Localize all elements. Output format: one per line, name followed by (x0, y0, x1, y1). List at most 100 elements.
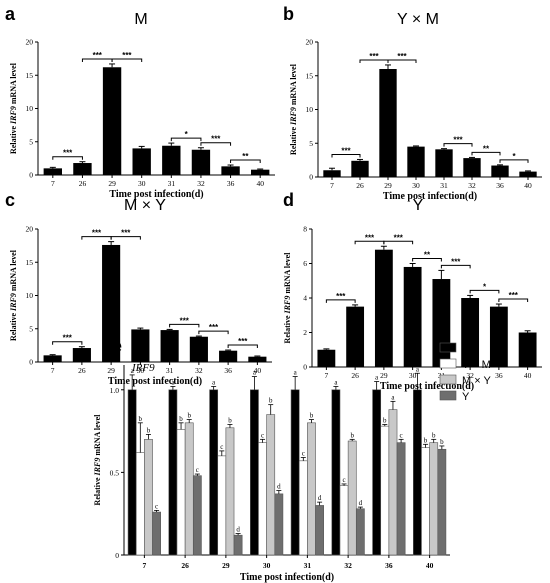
bar-31 (432, 279, 451, 367)
significance-bracket (440, 264, 471, 269)
x-tick-label: 26 (79, 179, 87, 188)
bar-Y-30 (274, 493, 284, 556)
significance-label: *** (209, 323, 219, 332)
significance-label: ** (483, 144, 490, 153)
bar-YM-31 (298, 460, 308, 556)
significance-label: *** (365, 233, 375, 242)
panel-d-chart: 02468726293031323640Time post infection(… (283, 225, 542, 392)
x-tick-label: 40 (426, 561, 434, 570)
significance-label: *** (369, 52, 379, 61)
x-tick-label: 29 (380, 371, 388, 380)
x-tick-label: 30 (263, 561, 271, 570)
panel-b-chart: 0 5 10 15 20 7 26 29 30 31 32 36 40 Time post infecti… (289, 38, 542, 202)
x-tick-label: 31 (440, 181, 448, 190)
x-axis-label: Time post infection(d) (240, 572, 334, 583)
bar-30 (131, 329, 150, 362)
x-tick-label: 31 (304, 561, 312, 570)
significance-bracket (200, 142, 232, 146)
significance-bracket (52, 341, 83, 345)
significance-letter: c (196, 466, 199, 474)
panel-d-title: Y (413, 197, 424, 214)
significance-label: ** (424, 251, 431, 260)
x-tick-label: 30 (138, 179, 146, 188)
significance-letter: a (294, 369, 298, 377)
bar-7 (323, 170, 341, 177)
significance-label: *** (63, 149, 73, 158)
bar-M-36 (372, 389, 382, 556)
significance-letter: a (375, 374, 379, 382)
panel-a-chart: 0 5 10 15 20 7 26 29 30 31 32 36 40 Time post infecti… (9, 38, 275, 200)
bar-M-30 (250, 389, 259, 556)
bar-MY-29 (225, 427, 235, 556)
y-tick-label: 0 (29, 358, 33, 367)
x-tick-label: 40 (524, 371, 532, 380)
legend-label: Y × M (462, 359, 491, 371)
bar-36 (221, 166, 240, 175)
bar-36 (219, 350, 238, 362)
bar-31 (435, 149, 453, 177)
bar-YM-40 (421, 447, 430, 556)
bar-M-29 (209, 389, 219, 556)
bar-30 (407, 146, 425, 177)
y-tick-label: 0 (303, 363, 307, 372)
y-tick-label: 4 (303, 294, 307, 303)
bar-36 (489, 306, 508, 367)
bar-MY-31 (307, 422, 316, 556)
panel-e-legend: M Y × M M × Y Y (439, 342, 492, 403)
y-tick-label: 5 (29, 324, 33, 333)
bar-26 (351, 160, 369, 177)
y-axis-label: Relative IRF9 mRNA level (289, 63, 298, 155)
bar-YM-7 (135, 452, 145, 556)
bar-40 (518, 332, 537, 367)
y-tick-label: 8 (303, 225, 307, 234)
y-tick-label: 1.0 (110, 386, 120, 395)
x-tick-label: 32 (195, 366, 203, 375)
significance-label: *** (211, 135, 221, 144)
y-axis-label: Relative IRF9 mRNA level (9, 62, 18, 154)
significance-bracket (383, 240, 414, 245)
x-tick-label: 32 (466, 371, 474, 380)
bar-Y-36 (396, 442, 406, 556)
bar-26 (346, 306, 365, 367)
bar-Y-40 (437, 448, 447, 556)
significance-letter: b (432, 431, 436, 439)
bar-31 (162, 145, 181, 175)
bar-7 (317, 349, 336, 367)
y-tick-label: 10 (26, 291, 34, 300)
x-tick-label: 31 (166, 366, 174, 375)
bar-M-31 (290, 389, 300, 556)
significance-label: ** (242, 152, 249, 161)
bar-40 (519, 171, 537, 177)
x-tick-label: 36 (224, 366, 232, 375)
y-tick-label: 10 (306, 105, 314, 114)
x-tick-label: 30 (409, 371, 417, 380)
panel-a-title: M (134, 11, 147, 28)
bar-26 (73, 163, 92, 175)
significance-bracket (110, 236, 141, 240)
significance-letter: b (187, 412, 191, 420)
significance-bracket (325, 299, 356, 303)
significance-letter: b (179, 415, 183, 423)
y-tick-label: 10 (26, 104, 34, 113)
bar-YM-30 (258, 442, 267, 556)
bar-30 (403, 266, 422, 367)
significance-letter: c (220, 443, 223, 451)
significance-letter: a (334, 378, 338, 386)
bar-29 (374, 249, 393, 367)
bar-32 (463, 158, 481, 177)
significance-letter: c (261, 431, 264, 439)
y-axis-label: Relative IRF9 mRNA level (9, 249, 18, 341)
significance-label: *** (394, 233, 404, 242)
significance-letter: b (139, 415, 143, 423)
significance-label: *** (341, 146, 351, 155)
significance-label: *** (122, 51, 132, 60)
significance-letter: a (212, 378, 216, 386)
x-tick-label: 29 (384, 181, 392, 190)
significance-bracket (331, 153, 361, 158)
bar-Y-26 (192, 475, 202, 556)
bar-31 (160, 330, 179, 362)
significance-bracket (169, 323, 200, 328)
bar-29 (379, 69, 397, 177)
significance-letter: a (416, 365, 420, 373)
